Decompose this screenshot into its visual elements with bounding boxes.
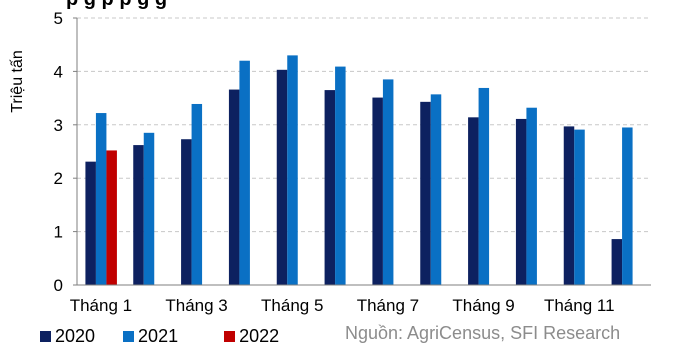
bar-2020-7 <box>372 97 383 285</box>
bar-2020-10 <box>515 118 527 286</box>
bar-2021-6 <box>335 66 346 285</box>
bar-2021-12 <box>622 127 633 285</box>
bar-2021-4 <box>239 60 250 285</box>
bar-2021-2 <box>143 132 155 285</box>
bar-2021-3 <box>191 103 203 285</box>
legend-swatch-2022 <box>224 331 236 342</box>
bar-2021-9 <box>478 87 490 285</box>
x-tick-label: Tháng 9 <box>452 296 514 315</box>
bar-2020-9 <box>468 117 479 285</box>
bar-2021-8 <box>430 94 442 285</box>
x-tick-label: Tháng 7 <box>357 296 419 315</box>
bar-2021-1 <box>95 113 107 285</box>
legend-item-2022: 2022 <box>224 326 279 347</box>
bar-2020-2 <box>133 145 144 285</box>
bar-2020-3 <box>181 139 192 285</box>
source-note: Nguồn: AgriCensus, SFI Research <box>345 323 621 343</box>
y-tick-label: 3 <box>54 116 63 135</box>
bar-2021-11 <box>574 129 585 285</box>
bar-2020-4 <box>228 89 240 285</box>
chart-title-fragment: p g p p g g <box>66 0 167 11</box>
bar-2022-1 <box>106 150 117 285</box>
legend-swatch-2021 <box>123 331 135 342</box>
bar-2021-7 <box>382 79 394 285</box>
x-tick-label: Tháng 1 <box>70 296 132 315</box>
y-tick-label: 5 <box>54 9 63 28</box>
y-tick-labels: 0 1 2 3 4 5 <box>54 9 63 295</box>
legend-item-2021: 2021 <box>123 326 178 347</box>
bars <box>85 55 633 286</box>
x-tick-labels: Tháng 1 Tháng 3 Tháng 5 Tháng 7 Tháng 9 Tháng… <box>70 296 615 315</box>
y-tick-label: 0 <box>54 276 63 295</box>
legend-swatch-2020 <box>40 331 51 342</box>
bar-2020-1 <box>85 161 96 285</box>
bar-2020-5 <box>276 69 288 285</box>
x-tick-label: Tháng 3 <box>165 296 227 315</box>
legend-label-2020: 2020 <box>55 326 96 346</box>
bar-2021-5 <box>287 55 298 285</box>
y-tick-label: 1 <box>54 223 63 242</box>
bar-2020-8 <box>420 101 431 285</box>
bar-2020-11 <box>563 126 575 286</box>
legend-label-2022: 2022 <box>239 326 280 346</box>
bar-2021-10 <box>526 107 537 286</box>
y-tick-label: 4 <box>54 62 63 81</box>
bar-2020-6 <box>324 90 336 285</box>
bar-2020-12 <box>611 239 623 285</box>
legend-item-2020: 2020 <box>40 326 95 347</box>
x-tick-label: Tháng 11 <box>544 296 615 315</box>
legend: 2020 2021 2022 <box>40 326 279 347</box>
axes <box>73 17 651 286</box>
y-tick-label: 2 <box>54 169 63 188</box>
y-axis-label: Triệu tấn <box>9 50 26 113</box>
gridlines <box>77 17 651 233</box>
x-tick-label: Tháng 5 <box>261 296 323 315</box>
legend-label-2021: 2021 <box>138 326 179 346</box>
